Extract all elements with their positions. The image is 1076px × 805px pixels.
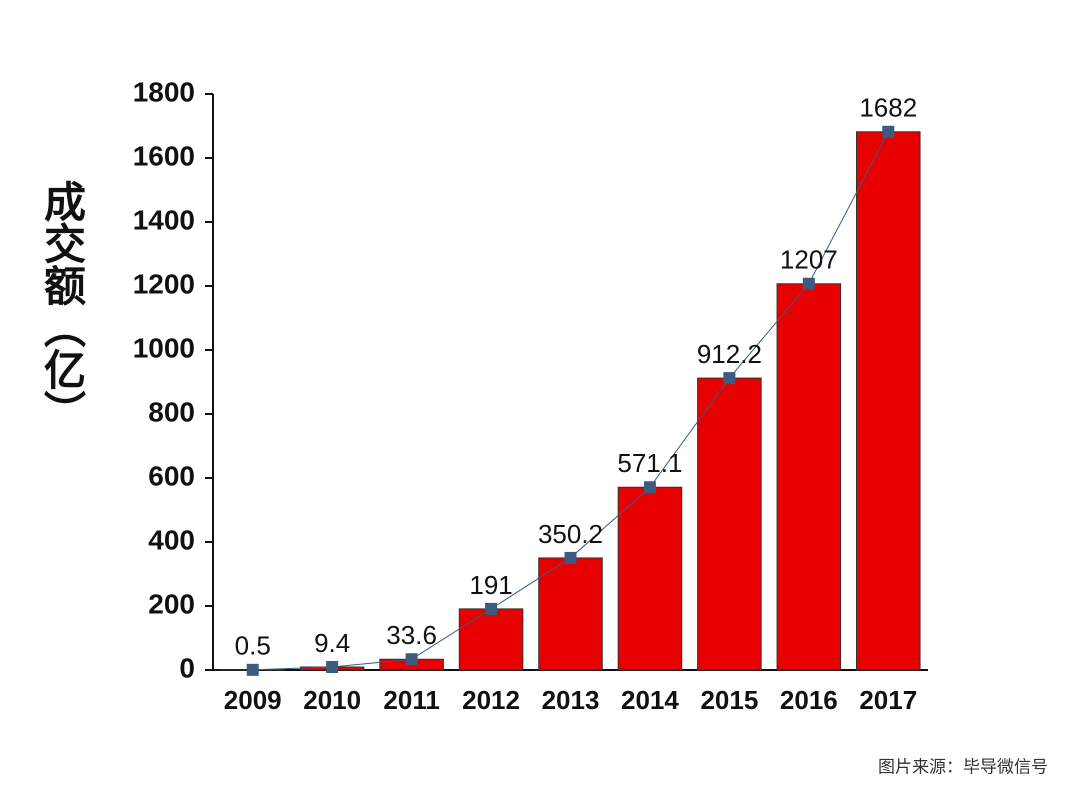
y-tick-label: 400 [148,524,195,555]
x-tick-label: 2017 [859,685,917,715]
y-tick-label: 1400 [133,204,195,235]
line-marker [326,660,339,673]
line-marker [802,277,815,290]
bar [538,557,603,671]
y-tick-label: 800 [148,396,195,427]
bar [856,131,921,671]
line-marker [485,602,498,615]
bar [776,283,842,671]
y-tick-label: 1800 [133,76,195,107]
x-tick-label: 2009 [224,685,282,715]
source-note: 图片来源：毕导微信号 [878,757,1048,776]
bar [697,377,762,671]
value-label: 350.2 [538,519,603,549]
x-tick-label: 2011 [383,685,439,715]
x-tick-label: 2010 [303,685,361,715]
bar [617,486,683,671]
y-tick-label: 1200 [133,268,195,299]
x-tick-label: 2014 [621,685,679,715]
value-label: 33.6 [386,620,437,650]
value-label: 0.5 [235,631,271,661]
y-axis-label: 成交额（亿） [39,180,86,432]
y-tick-label: 200 [148,588,195,619]
x-tick-label: 2016 [780,685,838,715]
x-tick-label: 2015 [700,685,758,715]
value-label: 1207 [780,245,838,275]
line-marker [405,653,418,666]
value-label: 912.2 [697,339,762,369]
line-marker [882,125,895,138]
line-marker [564,551,577,564]
bar [458,608,524,671]
y-tick-label: 1000 [133,332,195,363]
x-tick-label: 2013 [542,685,600,715]
y-tick-label: 1600 [133,140,195,171]
x-tick-label: 2012 [462,685,520,715]
line-marker [643,481,656,494]
value-label: 571.1 [617,448,682,478]
value-label: 9.4 [314,628,350,658]
value-label: 191 [469,570,512,600]
line-marker [246,663,259,676]
line-marker [723,372,736,385]
y-tick-label: 0 [179,652,195,683]
y-tick-label: 600 [148,460,195,491]
value-label: 1682 [859,93,917,123]
